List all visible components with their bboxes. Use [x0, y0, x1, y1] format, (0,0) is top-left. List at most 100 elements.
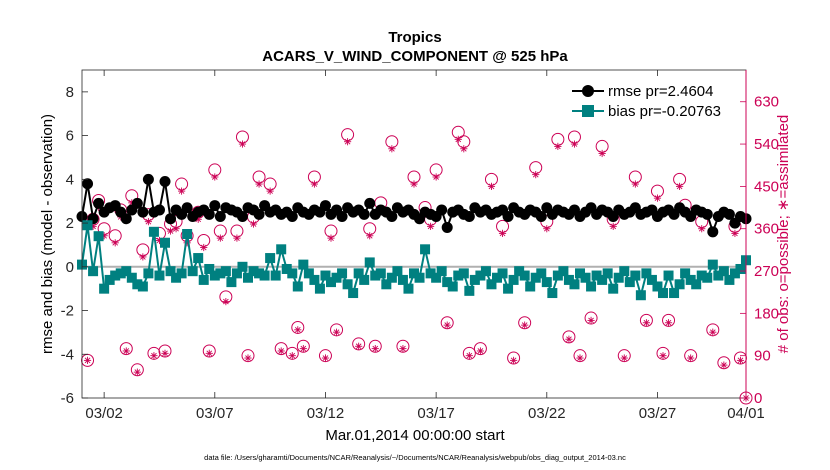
- x-tick-label: 03/27: [639, 405, 677, 422]
- obs-assimilated-marker: [554, 142, 562, 151]
- y2-tick-label: 630: [754, 94, 779, 111]
- obs-possible-marker: [352, 337, 366, 351]
- obs-assimilated-marker: [332, 328, 341, 336]
- asterisk-stroke: [571, 141, 578, 147]
- bias-point: [486, 279, 497, 290]
- bias-point: [469, 274, 480, 285]
- bias-point: [458, 268, 469, 279]
- rmse-point: [142, 173, 154, 185]
- asterisk-stroke: [311, 181, 318, 187]
- bias-point: [309, 274, 320, 285]
- asterisk-stroke: [643, 319, 650, 326]
- obs-assimilated-marker: [642, 319, 650, 327]
- bias-point: [187, 266, 198, 277]
- bias-point: [93, 231, 104, 242]
- bias-point: [243, 272, 253, 283]
- obs-assimilated-marker: [238, 140, 247, 148]
- bias-point: [641, 268, 652, 279]
- asterisk-stroke: [173, 225, 179, 232]
- obs-possible-marker: [562, 330, 576, 344]
- asterisk-stroke: [145, 218, 152, 225]
- bias-point: [663, 270, 674, 281]
- obs-assimilated-marker: [731, 229, 739, 238]
- rmse-point: [137, 206, 149, 218]
- asterisk-stroke: [372, 345, 379, 352]
- rmse-point: [93, 197, 105, 209]
- bias-point: [160, 237, 170, 248]
- obs-assimilated-marker: [222, 297, 230, 306]
- asterisk-stroke: [460, 145, 467, 152]
- bias-point: [375, 268, 386, 279]
- rmse-point: [441, 221, 453, 233]
- asterisk-stroke: [665, 319, 672, 326]
- bias-point: [231, 268, 242, 279]
- bias-point: [326, 277, 336, 288]
- bias-point: [303, 268, 314, 279]
- bias-point: [735, 263, 746, 274]
- rmse-point: [502, 211, 514, 223]
- bias-point: [88, 266, 99, 277]
- obs-assimilated-marker: [122, 347, 130, 355]
- bias-point: [536, 268, 547, 279]
- bias-point: [154, 270, 165, 281]
- rmse-point: [159, 176, 171, 188]
- bias-point: [658, 288, 668, 299]
- bias-point: [270, 270, 281, 281]
- asterisk-stroke: [654, 195, 661, 201]
- obs-possible-marker: [296, 339, 310, 353]
- obs-assimilated-marker: [427, 222, 435, 230]
- asterisk-stroke: [366, 232, 373, 239]
- asterisk-stroke: [151, 352, 157, 359]
- bias-point: [713, 270, 724, 281]
- asterisk-stroke: [599, 150, 605, 157]
- obs-assimilated-marker: [139, 253, 147, 261]
- asterisk-stroke: [322, 355, 329, 361]
- bias-point: [148, 226, 159, 237]
- obs-assimilated-marker: [161, 349, 169, 357]
- bias-point: [492, 272, 502, 283]
- obs-assimilated-marker: [277, 347, 285, 355]
- bias-point: [121, 266, 132, 277]
- asterisk-stroke: [267, 188, 273, 194]
- asterisk-stroke: [123, 348, 130, 354]
- bias-point: [464, 285, 475, 296]
- asterisk-stroke: [134, 369, 141, 375]
- chart-subtitle: ACARS_V_WIND_COMPONENT @ 525 hPa: [262, 48, 568, 65]
- obs-assimilated-marker: [460, 145, 468, 153]
- rmse-point: [286, 211, 298, 223]
- obs-assimilated-marker: [653, 194, 662, 202]
- obs-assimilated-marker: [166, 227, 175, 235]
- obs-assimilated-marker: [178, 187, 186, 195]
- bias-point: [353, 268, 364, 279]
- bias-point: [552, 270, 563, 281]
- obs-assimilated-marker: [83, 356, 92, 364]
- asterisk-stroke: [162, 350, 168, 357]
- bias-point: [381, 279, 392, 290]
- bias-point: [182, 229, 193, 239]
- asterisk-stroke: [543, 225, 550, 232]
- obs-assimilated-marker: [620, 354, 628, 362]
- obs-assimilated-marker: [266, 187, 274, 195]
- bias-point: [613, 272, 624, 283]
- bias-point: [447, 281, 458, 292]
- bias-point: [431, 272, 442, 283]
- rmse-point: [209, 200, 221, 212]
- bias-point: [298, 259, 309, 270]
- bias-point: [597, 274, 608, 285]
- asterisk-stroke: [200, 244, 207, 251]
- bias-point: [580, 272, 591, 283]
- x-tick-label: 04/01: [727, 405, 765, 422]
- bias-point: [99, 283, 110, 294]
- asterisk-stroke: [278, 348, 285, 354]
- rmse-point: [319, 200, 331, 212]
- bias-point: [685, 274, 696, 285]
- bias-point: [586, 281, 597, 292]
- asterisk-stroke: [195, 216, 202, 223]
- obs-assimilated-marker: [687, 354, 695, 362]
- y2-tick-label: 180: [754, 305, 779, 322]
- bias-point: [729, 268, 740, 279]
- bias-point: [575, 268, 585, 279]
- asterisk-stroke: [411, 181, 417, 187]
- asterisk-stroke: [178, 188, 185, 194]
- obs-assimilated-marker: [299, 345, 307, 353]
